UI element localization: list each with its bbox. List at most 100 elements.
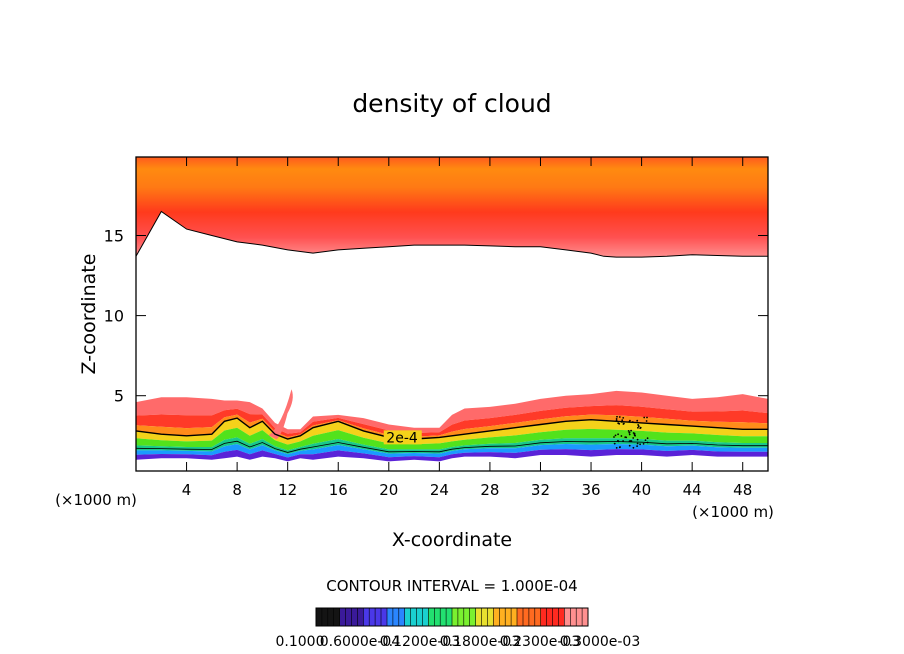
colorbar-cell bbox=[487, 608, 494, 626]
colorbar-cell bbox=[505, 608, 512, 626]
x-tick-label: 8 bbox=[232, 481, 242, 499]
speckle-point bbox=[617, 433, 619, 436]
speckle-point bbox=[620, 435, 623, 437]
colorbar-label: 0.3000e-03 bbox=[560, 634, 640, 650]
colorbar-cell bbox=[363, 608, 370, 626]
speckle-point bbox=[622, 417, 625, 419]
contour-1e-4 bbox=[135, 440, 768, 453]
colorbar-cell bbox=[392, 608, 400, 626]
axis-ticks bbox=[136, 157, 768, 471]
z-unit-label: (×1000 m) bbox=[55, 491, 137, 509]
colorbar-cell bbox=[546, 608, 553, 626]
colorbar-cell bbox=[416, 608, 423, 626]
colorbar-cell bbox=[582, 608, 589, 626]
plot-frame bbox=[135, 156, 769, 472]
colorbar-cell bbox=[452, 608, 459, 626]
y-tick-label: 10 bbox=[104, 307, 124, 326]
speckle-point bbox=[618, 446, 621, 449]
speckle-point bbox=[639, 443, 641, 446]
x-tick-label: 28 bbox=[480, 481, 499, 499]
x-tick-label: 16 bbox=[329, 481, 348, 499]
colorbar-cell bbox=[540, 608, 547, 626]
x-tick-label: 40 bbox=[632, 481, 651, 499]
colorbar-cell bbox=[351, 608, 358, 626]
colorbar-cell bbox=[410, 608, 417, 626]
speckle-point bbox=[627, 430, 630, 432]
colorbar-cell bbox=[440, 608, 447, 626]
speckle-point bbox=[624, 436, 627, 438]
colorbar-cell bbox=[369, 608, 376, 626]
speckle-points bbox=[613, 415, 649, 449]
speckle-point bbox=[643, 416, 646, 419]
band-pink bbox=[136, 390, 768, 434]
speckle-point bbox=[615, 418, 618, 420]
speckle-point bbox=[628, 431, 631, 434]
speckle-point bbox=[628, 433, 631, 436]
colorbar-cell bbox=[576, 608, 583, 626]
x-tick-label: 24 bbox=[430, 481, 449, 499]
x-tick-label: 36 bbox=[581, 481, 600, 499]
y-axis-label: Z-coordinate bbox=[78, 254, 100, 375]
colorbar-label: 0.2300e-03 bbox=[500, 634, 580, 650]
speckle-point bbox=[637, 426, 639, 429]
speckle-point bbox=[642, 443, 645, 445]
colorbar-label: 0.1000 bbox=[276, 634, 325, 650]
colorbar-cell bbox=[528, 608, 536, 626]
x-axis-label: X-coordinate bbox=[392, 529, 512, 551]
speckle-point bbox=[636, 419, 639, 422]
speckle-point bbox=[636, 442, 639, 445]
colorbar-cell bbox=[434, 608, 441, 626]
speckle-point bbox=[637, 425, 640, 428]
colorbar-cell bbox=[517, 608, 524, 626]
colorbar-labels: 0.10000.6000e-040.1200e-030.1800e-030.23… bbox=[276, 634, 641, 650]
cloud-tongue bbox=[268, 389, 293, 440]
colorbar-cell bbox=[469, 608, 476, 626]
colorbar-cell bbox=[463, 608, 471, 626]
speckle-point bbox=[613, 442, 616, 445]
colorbar-cell bbox=[564, 608, 571, 626]
plot-area: 2e-4 bbox=[135, 156, 769, 472]
speckle-point bbox=[631, 421, 634, 423]
colorbar-cell bbox=[499, 608, 506, 626]
colorbar-cell bbox=[475, 608, 482, 626]
speckle-point bbox=[615, 419, 618, 422]
speckle-point bbox=[617, 422, 620, 425]
speckle-point bbox=[618, 416, 621, 418]
upper-layer-contour bbox=[135, 210, 768, 258]
colorbar-cell bbox=[357, 608, 364, 626]
x-tick-label: 44 bbox=[683, 481, 702, 499]
colorbar-cell bbox=[339, 608, 346, 626]
colorbar-cell bbox=[552, 608, 559, 626]
speckle-point bbox=[615, 447, 618, 449]
colorbar-cell bbox=[404, 608, 411, 626]
speckle-point bbox=[628, 444, 631, 447]
band-purple bbox=[136, 449, 768, 462]
colorbar-label: 0.1200e-03 bbox=[380, 634, 460, 650]
colorbar-cell bbox=[327, 608, 335, 626]
colorbar-cell bbox=[428, 608, 435, 626]
colorbar-label: 0.6000e-04 bbox=[320, 634, 401, 650]
x-tick-label: 12 bbox=[278, 481, 297, 499]
speckle-point bbox=[613, 436, 615, 438]
colorbar-cell bbox=[481, 608, 488, 626]
band-red bbox=[136, 405, 768, 437]
colorbar-cell bbox=[523, 608, 530, 626]
colorbar-cell bbox=[333, 608, 340, 626]
speckle-point bbox=[621, 419, 624, 422]
speckle-point bbox=[629, 440, 632, 442]
speckle-point bbox=[632, 446, 635, 449]
x-tick-label: 48 bbox=[733, 481, 752, 499]
colorbar bbox=[315, 607, 589, 627]
colorbar-cell bbox=[422, 608, 429, 626]
y-tick-label: 5 bbox=[114, 387, 124, 406]
colorbar-cell bbox=[457, 608, 465, 626]
speckle-point bbox=[616, 415, 618, 418]
colorbar-cell bbox=[381, 608, 388, 626]
upper-cloud-layer bbox=[136, 157, 768, 258]
colorbar-cell bbox=[558, 608, 565, 626]
colorbar-cell bbox=[511, 608, 518, 626]
colorbar-cell bbox=[570, 608, 577, 626]
speckle-point bbox=[630, 429, 632, 432]
colorbar-cell bbox=[446, 608, 453, 626]
colorbar-cell bbox=[316, 608, 323, 626]
